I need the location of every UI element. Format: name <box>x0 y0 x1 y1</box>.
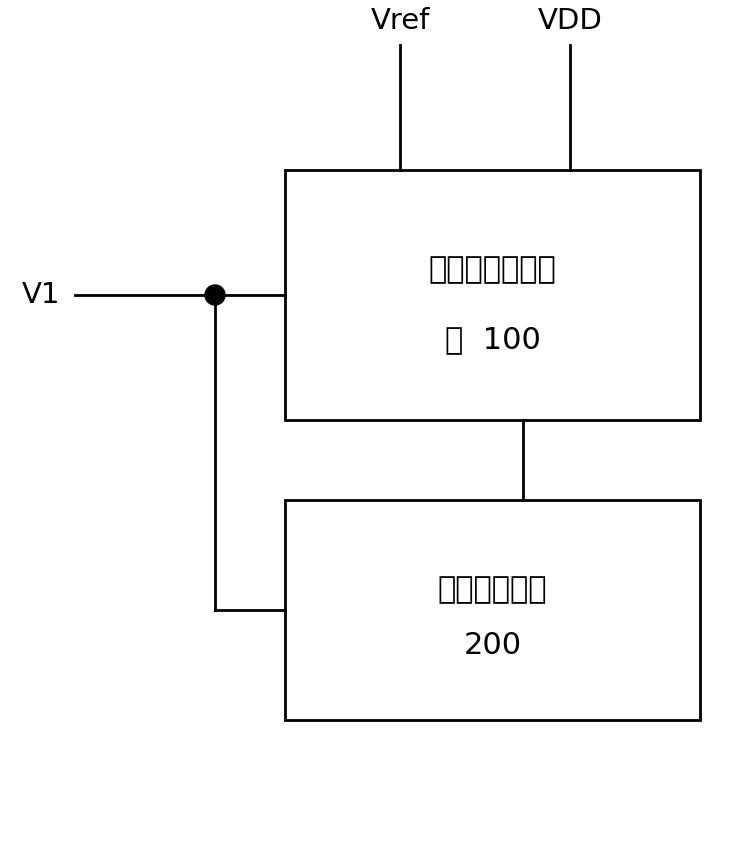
Text: 电压调整单元: 电压调整单元 <box>437 575 548 605</box>
Circle shape <box>205 285 225 305</box>
Bar <box>285 500 700 720</box>
Text: 元  100: 元 100 <box>445 326 540 354</box>
Text: VDD: VDD <box>537 7 602 35</box>
Text: 钳位信号产生单: 钳位信号产生单 <box>429 255 556 285</box>
Bar <box>285 170 700 420</box>
Text: Vref: Vref <box>370 7 429 35</box>
Text: V1: V1 <box>21 281 60 309</box>
Text: 200: 200 <box>463 631 522 659</box>
